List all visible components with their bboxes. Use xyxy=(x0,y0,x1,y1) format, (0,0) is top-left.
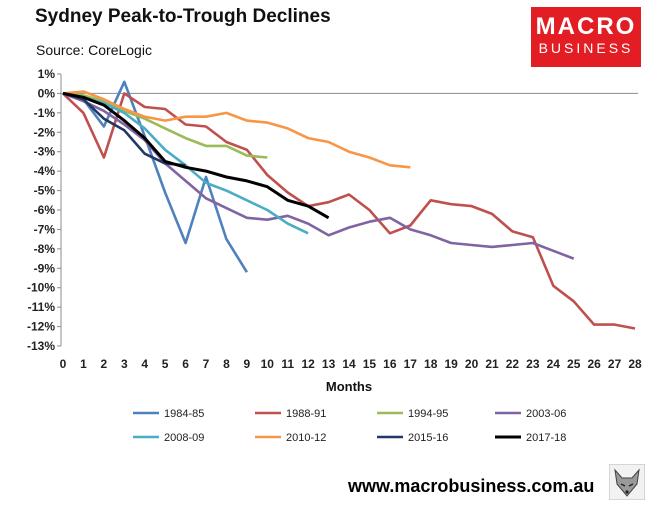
logo-line-macro: MACRO xyxy=(535,13,637,40)
x-tick-label: 4 xyxy=(141,357,148,371)
x-tick-label: 27 xyxy=(608,357,622,371)
series-line-1984-85 xyxy=(62,80,249,273)
y-tick-label: 0% xyxy=(38,86,56,100)
x-tick-label: 28 xyxy=(628,357,642,371)
x-tick-label: 5 xyxy=(162,357,169,371)
y-tick-label: -12% xyxy=(27,320,55,334)
x-tick-label: 24 xyxy=(547,357,561,371)
series-line-2015-16 xyxy=(62,92,186,167)
x-tick-label: 17 xyxy=(404,357,418,371)
x-tick-label: 21 xyxy=(485,357,499,371)
series-line-2010-12 xyxy=(62,90,411,169)
series-line-2003-06 xyxy=(62,92,575,260)
x-tick-label: 10 xyxy=(261,357,275,371)
y-tick-label: -3% xyxy=(34,145,56,159)
x-tick-label: 1 xyxy=(80,357,87,371)
x-tick-label: 20 xyxy=(465,357,479,371)
x-tick-label: 25 xyxy=(567,357,581,371)
legend-label-1988-91: 1988-91 xyxy=(286,408,326,420)
x-axis-title: Months xyxy=(326,379,372,394)
x-tick-label: 16 xyxy=(383,357,397,371)
x-tick-label: 19 xyxy=(444,357,458,371)
y-tick-label: 1% xyxy=(38,67,56,81)
x-tick-label: 3 xyxy=(121,357,128,371)
legend-label-1994-95: 1994-95 xyxy=(408,408,448,420)
x-tick-label: 8 xyxy=(223,357,230,371)
x-tick-label: 23 xyxy=(526,357,540,371)
x-tick-label: 0 xyxy=(60,357,67,371)
x-tick-label: 18 xyxy=(424,357,438,371)
x-tick-label: 22 xyxy=(506,357,520,371)
x-tick-label: 6 xyxy=(182,357,189,371)
legend-label-2008-09: 2008-09 xyxy=(164,432,204,444)
y-tick-label: -13% xyxy=(27,339,55,353)
x-tick-label: 15 xyxy=(363,357,377,371)
x-tick-label: 14 xyxy=(342,357,356,371)
y-tick-label: -9% xyxy=(34,261,56,275)
y-tick-label: -10% xyxy=(27,281,55,295)
y-tick-label: -8% xyxy=(34,242,56,256)
chart-title: Sydney Peak-to-Trough Declines xyxy=(35,6,331,27)
y-tick-label: -7% xyxy=(34,222,56,236)
series-line-1994-95 xyxy=(62,92,268,159)
logo-line-business: BUSINESS xyxy=(538,40,634,56)
line-chart: 1% 0% -1% -2% -3% -4% -5% -6% -7% -8% -9% -10% -11% -… xyxy=(27,67,642,444)
fox-mascot-icon xyxy=(609,464,645,500)
legend-label-2003-06: 2003-06 xyxy=(526,408,566,420)
y-tick-label: -2% xyxy=(34,125,56,139)
x-tick-label: 7 xyxy=(203,357,210,371)
x-tick-label: 26 xyxy=(587,357,601,371)
chart-source: Source: CoreLogic xyxy=(36,42,152,58)
legend-label-2017-18: 2017-18 xyxy=(526,432,566,444)
legend-label-1984-85: 1984-85 xyxy=(164,408,204,420)
x-tick-label: 11 xyxy=(281,357,294,371)
x-tick-label: 12 xyxy=(301,357,315,371)
y-tick-label: -4% xyxy=(34,164,56,178)
series-line-2017-18 xyxy=(62,91,330,220)
x-tick-label: 2 xyxy=(101,357,108,371)
y-tick-label: -1% xyxy=(34,106,56,120)
legend-label-2015-16: 2015-16 xyxy=(408,432,448,444)
legend-label-2010-12: 2010-12 xyxy=(286,432,326,444)
x-tick-label: 9 xyxy=(244,357,251,371)
macrobusiness-logo: MACRO BUSINESS xyxy=(531,7,641,67)
x-tick-label: 13 xyxy=(322,357,336,371)
y-tick-label: -5% xyxy=(34,184,56,198)
y-tick-label: -6% xyxy=(34,203,56,217)
y-tick-label: -11% xyxy=(28,300,56,314)
series-line-1988-91 xyxy=(62,92,636,330)
footer-url: www.macrobusiness.com.au xyxy=(348,476,595,496)
